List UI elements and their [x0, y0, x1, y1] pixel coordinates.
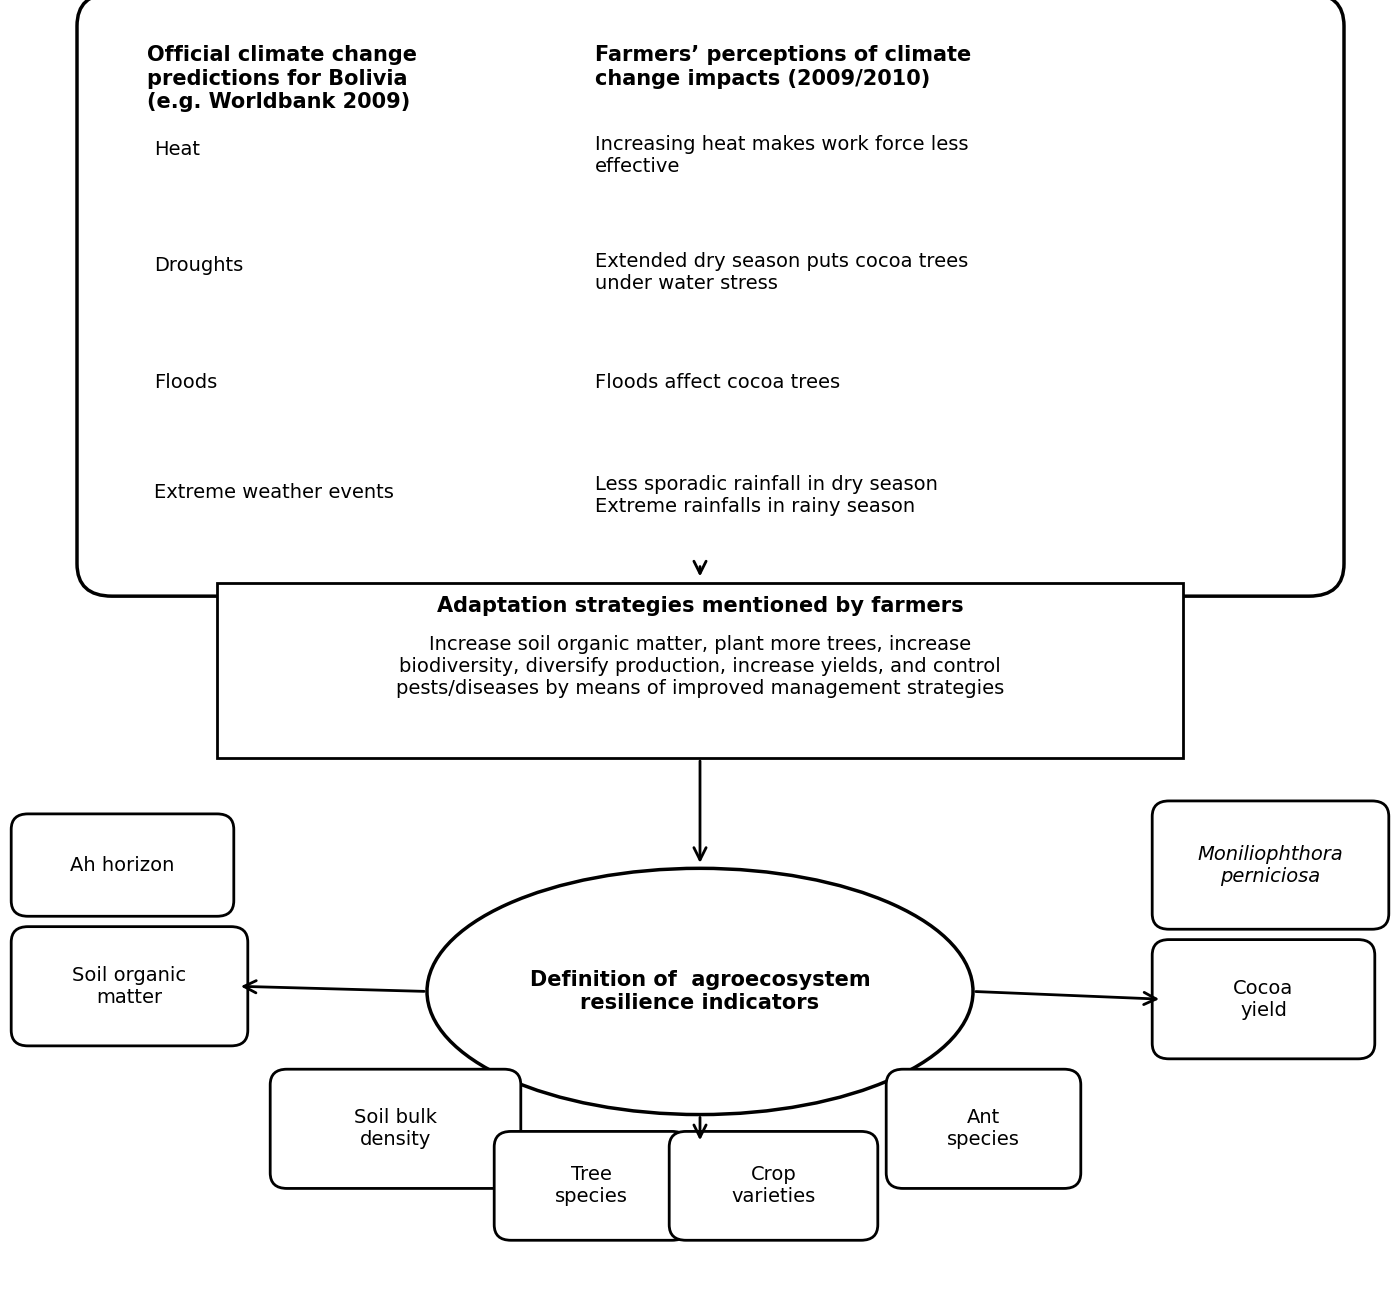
FancyBboxPatch shape — [669, 1131, 878, 1240]
Text: Cocoa
yield: Cocoa yield — [1233, 978, 1294, 1020]
Text: Floods affect cocoa trees: Floods affect cocoa trees — [595, 373, 840, 391]
Text: Floods: Floods — [154, 373, 217, 391]
Text: Official climate change
predictions for Bolivia
(e.g. Worldbank 2009): Official climate change predictions for … — [147, 45, 417, 111]
Text: Soil organic
matter: Soil organic matter — [73, 966, 186, 1007]
FancyBboxPatch shape — [217, 583, 1183, 758]
Text: Ah horizon: Ah horizon — [70, 855, 175, 875]
Text: Droughts: Droughts — [154, 257, 244, 275]
Text: Extended dry season puts cocoa trees
under water stress: Extended dry season puts cocoa trees und… — [595, 251, 969, 293]
FancyBboxPatch shape — [11, 814, 234, 916]
FancyBboxPatch shape — [77, 0, 1344, 596]
Text: Extreme weather events: Extreme weather events — [154, 483, 393, 502]
Text: Ant
species: Ant species — [946, 1108, 1021, 1150]
Text: Increase soil organic matter, plant more trees, increase
biodiversity, diversify: Increase soil organic matter, plant more… — [396, 635, 1004, 699]
Text: Moniliophthora
perniciosa: Moniliophthora perniciosa — [1197, 845, 1344, 885]
Text: Adaptation strategies mentioned by farmers: Adaptation strategies mentioned by farme… — [437, 596, 963, 616]
FancyBboxPatch shape — [1152, 940, 1375, 1059]
FancyBboxPatch shape — [270, 1069, 521, 1188]
FancyBboxPatch shape — [886, 1069, 1081, 1188]
FancyBboxPatch shape — [494, 1131, 689, 1240]
Text: Crop
varieties: Crop varieties — [731, 1165, 816, 1207]
Text: Heat: Heat — [154, 140, 200, 158]
Ellipse shape — [427, 868, 973, 1115]
Text: Definition of  agroecosystem
resilience indicators: Definition of agroecosystem resilience i… — [529, 969, 871, 1013]
Text: Tree
species: Tree species — [554, 1165, 629, 1207]
Text: Farmers’ perceptions of climate
change impacts (2009/2010): Farmers’ perceptions of climate change i… — [595, 45, 972, 88]
Text: Less sporadic rainfall in dry season
Extreme rainfalls in rainy season: Less sporadic rainfall in dry season Ext… — [595, 474, 938, 516]
FancyBboxPatch shape — [1152, 801, 1389, 929]
FancyBboxPatch shape — [11, 927, 248, 1046]
Text: Soil bulk
density: Soil bulk density — [354, 1108, 437, 1150]
Text: Increasing heat makes work force less
effective: Increasing heat makes work force less ef… — [595, 135, 969, 176]
